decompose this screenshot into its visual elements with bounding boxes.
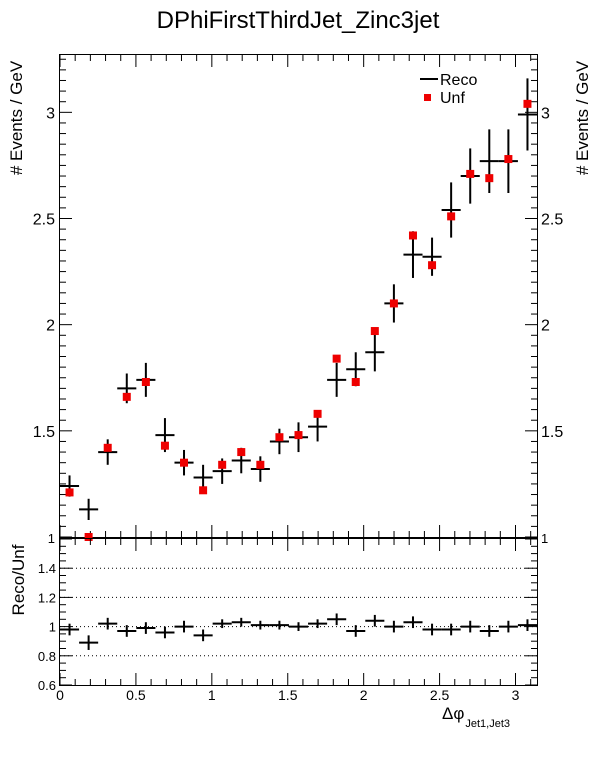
- ratio-x-tick-label: 1.5: [278, 687, 298, 703]
- ratio-x-axis-ticks: 0 0.5 1 1.5 2 2.5 3: [56, 539, 532, 703]
- ratio-y-tick-label: 1.2: [38, 590, 56, 605]
- ratio-y-tick-label: 0.6: [38, 678, 56, 693]
- unf-point: [65, 488, 74, 497]
- main-y-tick-label: 2: [46, 318, 55, 335]
- main-y-tick-label: 2.5: [33, 211, 55, 228]
- main-y-tick-label: 1: [48, 531, 55, 546]
- ratio-plot-panel: 0.6 0.8 1 1.2 1.4 0 0.5 1 1.5 2 2.5 3 Reco/Unf ΔφJ…: [9, 538, 538, 730]
- unf-point: [141, 377, 150, 386]
- main-y-axis-label-right: # Events / GeV: [573, 60, 592, 175]
- unf-point: [237, 448, 246, 457]
- unf-point: [447, 212, 456, 221]
- legend-unf-label: Unf: [440, 90, 465, 107]
- chart-title: DPhiFirstThirdJet_Zinc3jet: [157, 7, 440, 34]
- main-x-axis-ticks: [59, 55, 532, 537]
- unf-point: [504, 155, 513, 164]
- unf-point: [180, 458, 189, 467]
- unf-point: [218, 460, 227, 469]
- unf-point: [370, 327, 379, 336]
- ratio-x-tick-label: 2: [360, 687, 368, 703]
- legend: Reco Unf: [420, 72, 477, 107]
- main-y-tick-label: 1.5: [33, 424, 55, 441]
- unf-point: [122, 392, 131, 401]
- ratio-x-tick-label: 0.5: [126, 687, 146, 703]
- main-y-tick-label-right: 3: [541, 105, 550, 122]
- main-y-tick-label-right: 1: [541, 531, 548, 546]
- main-y-axis-ticks: 1 1 1.5 1.5 2 2 2.5 2.5 3 3: [33, 58, 563, 546]
- ratio-y-axis-label: Reco/Unf: [9, 544, 28, 615]
- unf-point: [389, 299, 398, 308]
- unf-point: [466, 169, 475, 178]
- ratio-y-tick-label: 1: [49, 620, 56, 635]
- ratio-grid-lines: [60, 567, 537, 657]
- main-plot-panel: 1 1 1.5 1.5 2 2 2.5 2.5 3 3 # Events / GeV # Even…: [7, 54, 592, 546]
- ratio-x-tick-label: 0: [56, 687, 64, 703]
- unf-point: [275, 433, 284, 442]
- unf-point: [294, 431, 303, 440]
- legend-reco-label: Reco: [440, 72, 477, 89]
- main-y-tick-label: 3: [46, 105, 55, 122]
- main-y-axis-label: # Events / GeV: [7, 60, 26, 175]
- main-y-tick-label-right: 2.5: [541, 211, 563, 228]
- unf-point: [408, 231, 417, 240]
- ratio-y-tick-label: 1.4: [38, 561, 56, 576]
- unf-point: [103, 443, 112, 452]
- unf-point: [199, 486, 208, 495]
- unf-point: [160, 441, 169, 450]
- ratio-x-tick-label: 1: [208, 687, 216, 703]
- ratio-x-tick-label: 3: [512, 687, 520, 703]
- main-plot-frame: [59, 54, 538, 538]
- unf-point: [523, 99, 532, 108]
- unf-point: [351, 377, 360, 386]
- ratio-y-axis-ticks: 0.6 0.8 1 1.2 1.4: [38, 538, 537, 693]
- ratio-x-tick-label: 2.5: [430, 687, 450, 703]
- x-axis-label-main: Δφ: [442, 704, 464, 723]
- unf-point: [256, 460, 265, 469]
- unf-point: [485, 174, 494, 183]
- ratio-y-tick-label: 0.8: [38, 649, 56, 664]
- main-data-marks: [60, 78, 537, 541]
- x-axis-label: ΔφJet1,Jet3: [442, 704, 510, 730]
- unf-point: [84, 533, 93, 541]
- unf-point: [428, 261, 437, 270]
- unf-point: [332, 354, 341, 363]
- legend-unf-marker: [424, 94, 431, 101]
- unf-point: [313, 409, 322, 418]
- x-axis-label-subscript: Jet1,Jet3: [465, 718, 510, 730]
- main-y-tick-label-right: 1.5: [541, 424, 563, 441]
- main-y-tick-label-right: 2: [541, 318, 550, 335]
- ratio-plot-frame: [59, 538, 538, 686]
- ratio-data-marks: [60, 613, 537, 650]
